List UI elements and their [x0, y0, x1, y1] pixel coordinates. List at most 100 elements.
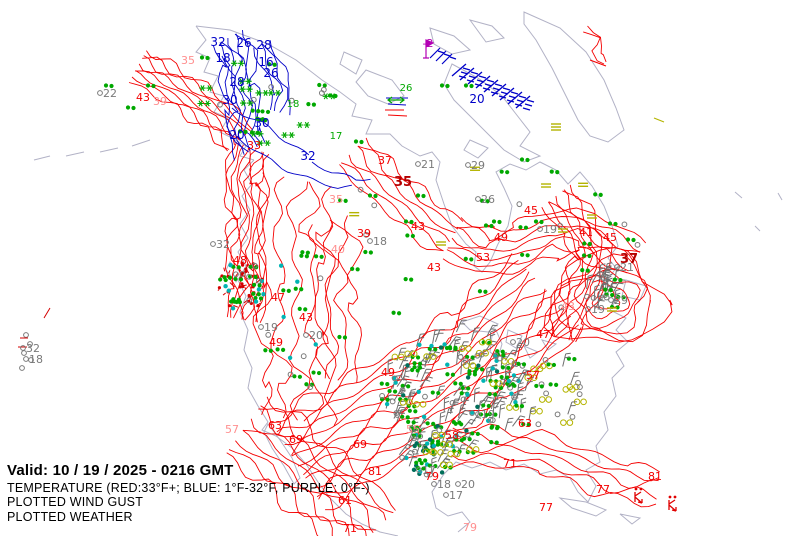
- cloud-dot-icon: [499, 374, 504, 380]
- station-circle-icon: [379, 392, 385, 399]
- cloud-dot-icon: [256, 292, 261, 297]
- cloud-dot-icon: [481, 403, 486, 408]
- cloud-dot-icon: [403, 277, 408, 282]
- cloud-dot-icon: [251, 291, 256, 296]
- station-circle-icon: [415, 161, 421, 167]
- isotherm-contour: [558, 268, 649, 335]
- cloud-dot-icon: [287, 355, 293, 360]
- cloud-dot-icon: [487, 391, 492, 397]
- cloud-dot-icon: [526, 422, 531, 427]
- cloud-dot-icon: [199, 55, 205, 60]
- cloud-dot-icon: [469, 83, 474, 89]
- weather-ring-icon: [432, 431, 439, 439]
- wind-barb-icon: [528, 406, 537, 421]
- snow-icon: [303, 121, 311, 129]
- cloud-dot-icon: [493, 392, 498, 397]
- thunderstorm-icon: [668, 495, 672, 499]
- cloud-dot-icon: [459, 391, 464, 396]
- isotherm-contour: [249, 152, 265, 323]
- cloud-dot-icon: [417, 365, 423, 370]
- wind-barb-icon: [429, 47, 445, 59]
- cloud-dot-icon: [500, 365, 505, 370]
- cloud-dot-icon: [445, 83, 450, 89]
- cloud-dot-icon: [309, 382, 315, 387]
- coastline: [523, 11, 625, 143]
- cloud-dot-icon: [427, 463, 432, 468]
- cloud-dot-icon: [525, 157, 530, 163]
- cloud-dot-icon: [612, 277, 617, 282]
- coastline: [468, 19, 505, 43]
- cloud-dot-icon: [222, 275, 227, 280]
- cloud-dot-icon: [523, 225, 529, 230]
- cloud-dot-icon: [506, 365, 511, 370]
- station-circle-icon: [478, 351, 485, 358]
- cloud-dot-icon: [618, 278, 623, 283]
- weather-ring-icon: [545, 396, 553, 403]
- isotherm-label: 39: [153, 95, 167, 108]
- snow-icon: [238, 60, 245, 67]
- station-circle-icon: [557, 222, 564, 229]
- wind-barb-icon: [512, 415, 526, 427]
- cloud-dot-icon: [407, 408, 412, 413]
- wind-barb-icon: [567, 401, 577, 415]
- station-circle-icon: [475, 411, 481, 417]
- cloud-dot-icon: [435, 439, 441, 444]
- wind-barb-icon: [396, 375, 410, 387]
- isotherm-contour: [305, 307, 563, 479]
- station-circle-icon: [543, 390, 550, 397]
- isotherm-label: 41: [579, 226, 593, 239]
- station-circle-icon: [585, 306, 591, 312]
- weather-ring-icon: [485, 338, 493, 346]
- cloud-dot-icon: [237, 129, 243, 134]
- cloud-dot-icon: [327, 93, 333, 98]
- cloud-dot-icon: [431, 421, 436, 426]
- cloud-dot-icon: [257, 283, 262, 288]
- coastline: [619, 513, 642, 525]
- isotherm-label: 45: [524, 204, 538, 217]
- map-fragment-line: [589, 59, 607, 67]
- wind-barb-icon: [517, 369, 529, 382]
- weather-ring-icon: [536, 407, 543, 415]
- coastline: [429, 27, 472, 55]
- station-circle-icon: [232, 271, 239, 278]
- cloud-dot-icon: [415, 355, 421, 360]
- station-circle-icon: [417, 433, 424, 440]
- cloud-dot-icon: [109, 83, 114, 89]
- isotherm-contour: [261, 43, 284, 112]
- wind-barb-icon: [402, 366, 412, 381]
- wind-barb-icon: [475, 75, 495, 91]
- cloud-dot-icon: [598, 192, 603, 197]
- weather-ring-icon: [406, 399, 413, 406]
- map-fragment-line: [653, 117, 665, 123]
- isotherm-contour: [583, 31, 605, 65]
- wind-barb-icon: [467, 71, 487, 87]
- cloud-dot-icon: [401, 393, 406, 398]
- cloud-dot-icon: [379, 381, 384, 386]
- station-circle-icon: [554, 411, 561, 418]
- cloud-dot-icon: [367, 193, 373, 198]
- wind-barb-icon: [470, 327, 480, 341]
- station-circle-icon: [320, 86, 327, 93]
- cloud-dot-icon: [417, 342, 422, 348]
- coastline: [777, 192, 783, 201]
- thunderstorm-icon: [634, 487, 638, 491]
- coastline: [463, 139, 489, 159]
- snow-icon: [240, 100, 247, 107]
- station-circle-icon: [487, 417, 494, 423]
- isotherm-contour: [587, 25, 607, 63]
- cloud-dot-icon: [501, 353, 506, 358]
- cloud-dot-icon: [427, 437, 433, 442]
- cloud-dot-icon: [450, 443, 455, 449]
- weather-ring-icon: [566, 383, 574, 391]
- isotherm-contour: [260, 405, 387, 521]
- cloud-dot-icon: [416, 389, 421, 395]
- station-circle-icon: [391, 375, 398, 382]
- valid-time-text: Valid: 10 / 19 / 2025 - 0216 GMT: [7, 462, 234, 479]
- station-circle-icon: [422, 393, 428, 400]
- cloud-dot-icon: [392, 389, 398, 394]
- cloud-dot-icon: [295, 279, 300, 284]
- cloud-dot-icon: [236, 265, 241, 270]
- isotherm-label: 39: [357, 227, 371, 240]
- isotherm-contour: [573, 275, 641, 329]
- station-circle-icon: [217, 101, 223, 108]
